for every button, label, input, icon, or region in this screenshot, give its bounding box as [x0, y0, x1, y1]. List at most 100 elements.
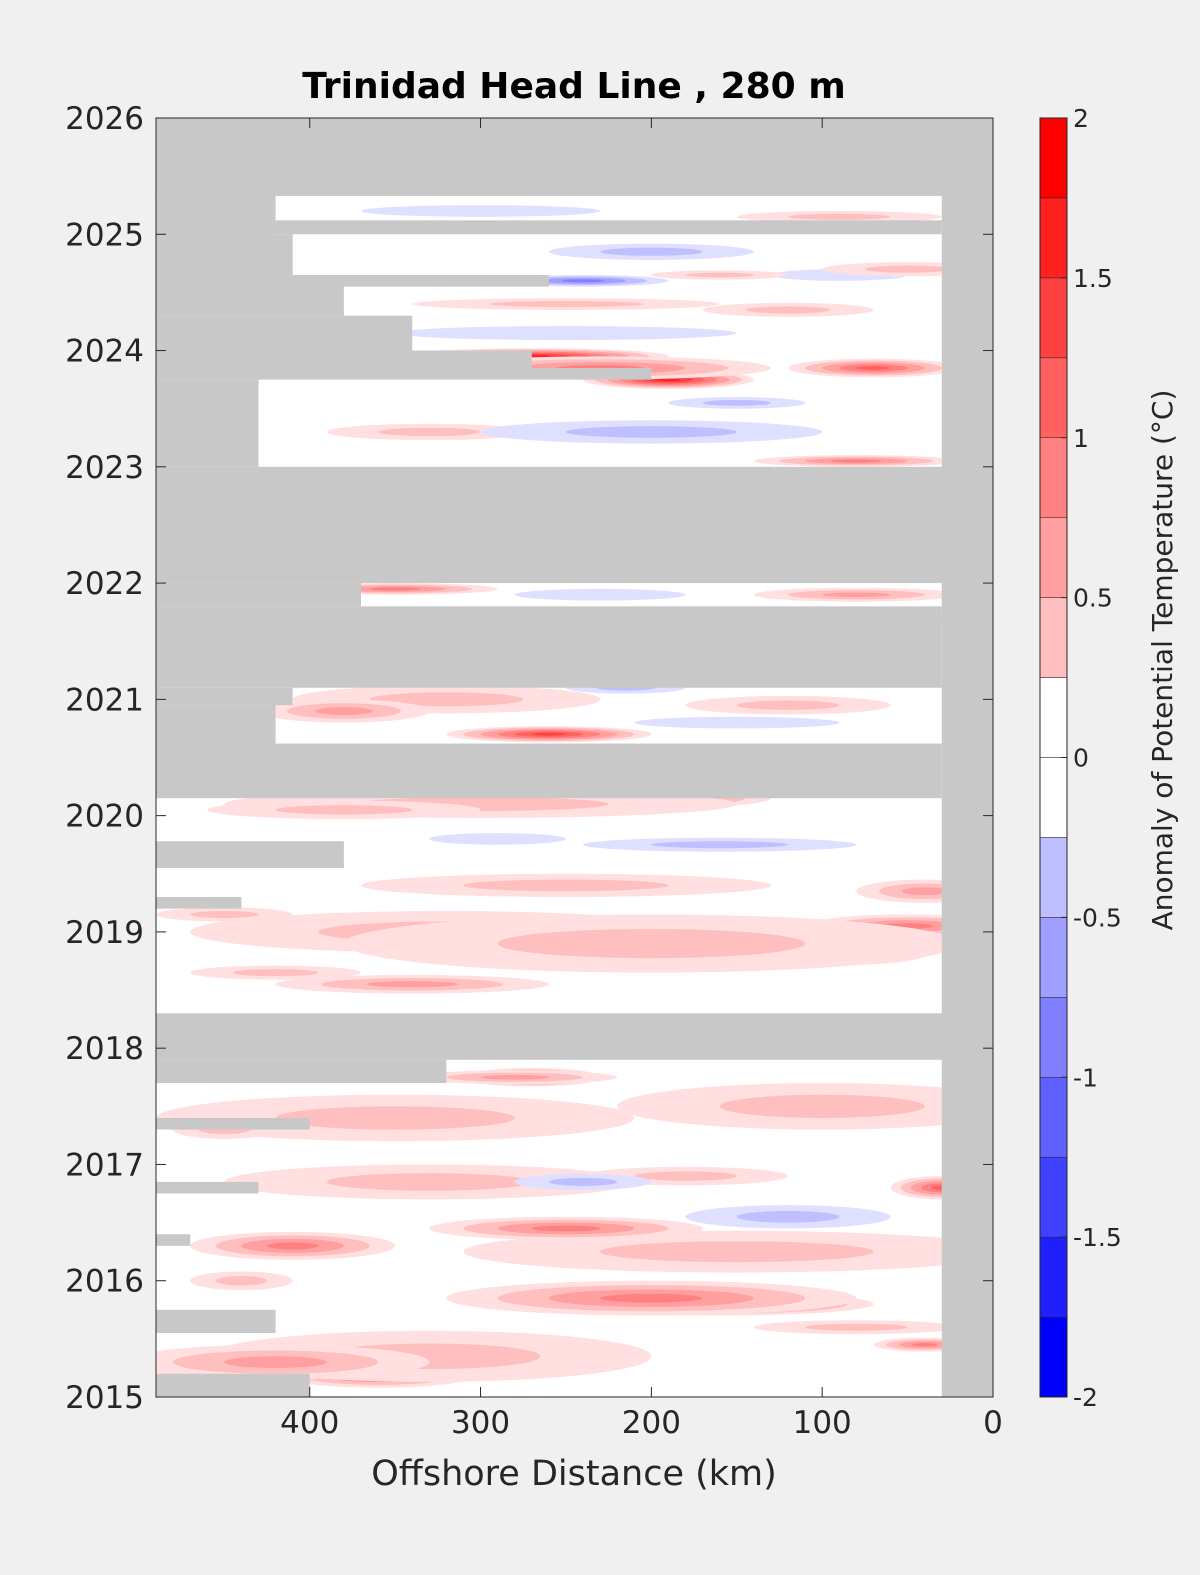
colorbar-tick-label-2: 1: [1073, 424, 1089, 453]
y-tick-label-2017: 2017: [65, 1147, 144, 1183]
missing-region-nearshore: [941, 118, 993, 1397]
anomaly-patch-39-level-3: [822, 592, 891, 598]
colorbar-band-10: [1039, 517, 1068, 598]
missing-data-mask: [156, 118, 993, 1397]
missing-region-13: [156, 606, 942, 688]
missing-region-6: [156, 274, 549, 287]
anomaly-patch-29-level-2: [275, 805, 413, 815]
anomaly-patch-32-level-6: [531, 732, 566, 736]
anomaly-patch-50-level-2: [745, 306, 831, 314]
colorbar-tick-label-6: -1: [1073, 1063, 1098, 1092]
missing-region-24: [156, 1309, 276, 1334]
x-tick-label-300: 300: [451, 1405, 510, 1441]
missing-region-9: [156, 367, 652, 380]
colorbar: 2 1.5 1 0.5 0 -0.5 -1 -1.5 -2 Anomaly of Potenti…: [1039, 104, 1179, 1412]
missing-region-8: [156, 350, 532, 368]
missing-region-15: [156, 705, 276, 746]
missing-region-25: [156, 1373, 310, 1397]
missing-region-5: [156, 280, 344, 316]
x-axis: 400 300 200 100 0: [280, 1405, 1003, 1441]
y-tick-label-2015: 2015: [65, 1380, 144, 1416]
missing-region-3: [156, 195, 276, 235]
anomaly-patch-49-level-2: [702, 399, 771, 406]
anomaly-patch-62-level-4: [911, 1342, 938, 1347]
colorbar-tick-label-3: 0.5: [1073, 584, 1113, 613]
colorbar-band-2: [1039, 1156, 1068, 1238]
plot-frame: [155, 117, 994, 1398]
anomaly-patch-55-level-2: [864, 265, 951, 273]
y-tick-label-2021: 2021: [65, 682, 144, 718]
y-tick-label-2022: 2022: [65, 566, 144, 602]
x-tick-label-400: 400: [280, 1405, 339, 1441]
anomaly-patch-25-level-2: [463, 879, 669, 892]
colorbar-band-7: [1039, 757, 1068, 838]
colorbar-tick-label-7: -1.5: [1073, 1223, 1122, 1252]
y-tick-label-2023: 2023: [65, 450, 144, 486]
anomaly-patch-17-level-3: [480, 1074, 549, 1080]
colorbar-band-15: [1039, 117, 1068, 199]
anomaly-patch-15-level-2: [275, 1106, 515, 1130]
anomaly-patch-48-level-2: [565, 426, 737, 438]
anomaly-patch-35-level-2: [736, 700, 840, 710]
y-tick-label-2020: 2020: [65, 799, 144, 835]
colorbar-band-5: [1039, 917, 1068, 998]
anomaly-patch-16-level-2: [719, 1094, 925, 1118]
y-axis: 2026 2025 2024 2023 2022 2021 2020 2019 2018 2017…: [65, 101, 144, 1416]
anomaly-patch-4-level-4: [600, 1293, 703, 1303]
anomaly-patch-57-level-2: [788, 213, 891, 220]
missing-region-0: [156, 118, 993, 196]
colorbar-tick-label-1: 1.5: [1073, 264, 1113, 293]
anomaly-patch-9-level-2: [326, 1173, 532, 1191]
anomaly-patch-47-level-4: [830, 459, 882, 463]
anomaly-patch-2-level-3: [224, 1356, 327, 1368]
anomaly-patch-6-level-2: [600, 1241, 874, 1263]
plot-area: [155, 117, 994, 1398]
colorbar-band-1: [1039, 1236, 1068, 1318]
chart-title: Trinidad Head Line , 280 m: [302, 66, 845, 107]
anomaly-patch-38-level-4: [369, 587, 421, 591]
colorbar-band-14: [1039, 197, 1068, 279]
anomaly-patch-24-level-3: [366, 981, 458, 988]
missing-region-19: [156, 1013, 993, 1060]
anomaly-patch-11-level-2: [634, 1171, 737, 1181]
colorbar-band-4: [1039, 997, 1068, 1078]
colorbar-band-12: [1039, 357, 1068, 438]
y-tick-label-2018: 2018: [65, 1031, 144, 1067]
colorbar-band-11: [1039, 437, 1068, 518]
axis-ticks: [156, 117, 994, 1398]
anomaly-patch-13-level-2: [548, 1177, 618, 1186]
missing-region-12: [156, 583, 361, 607]
anomaly-patch-43-level-7: [656, 378, 681, 381]
anomaly-patch-46-level-2: [378, 427, 481, 437]
anomaly-patch-51-level-4: [561, 279, 605, 283]
colorbar-tick-label-8: -2: [1073, 1383, 1098, 1412]
anomaly-patch-7-level-4: [267, 1242, 319, 1250]
missing-region-23: [156, 1234, 191, 1246]
anomaly-patch-59-level-1: [395, 326, 737, 341]
anomaly-patch-65-level-2: [190, 910, 259, 918]
missing-region-10: [156, 379, 259, 467]
colorbar-band-13: [1039, 277, 1068, 359]
anomaly-patch-33-level-2: [369, 692, 524, 707]
missing-region-14: [156, 687, 293, 706]
anomaly-patch-12-level-2: [736, 1210, 840, 1223]
colorbar-band-8: [1039, 677, 1068, 758]
anomaly-patch-23-level-2: [497, 929, 806, 959]
x-tick-label-100: 100: [793, 1405, 852, 1441]
missing-region-16: [156, 743, 942, 799]
colorbar-tick-label-5: -0.5: [1073, 903, 1122, 932]
colorbar-tick-label-4: 0: [1073, 744, 1089, 773]
y-tick-label-2025: 2025: [65, 217, 144, 253]
anomaly-patch-45-level-5: [856, 366, 891, 370]
missing-region-11: [156, 466, 993, 584]
colorbar-ticks: 2 1.5 1 0.5 0 -0.5 -1 -1.5 -2: [1061, 104, 1122, 1412]
anomaly-patch-41-level-1: [514, 588, 686, 601]
colorbar-band-0: [1039, 1316, 1068, 1398]
anomaly-patch-8-level-4: [531, 1225, 601, 1232]
anomaly-patch-58-level-2: [489, 301, 643, 307]
anomaly-patch-60-level-2: [215, 1276, 268, 1286]
y-tick-label-2016: 2016: [65, 1264, 144, 1300]
x-tick-label-200: 200: [622, 1405, 681, 1441]
missing-region-17: [156, 841, 344, 868]
missing-region-7: [156, 315, 413, 351]
